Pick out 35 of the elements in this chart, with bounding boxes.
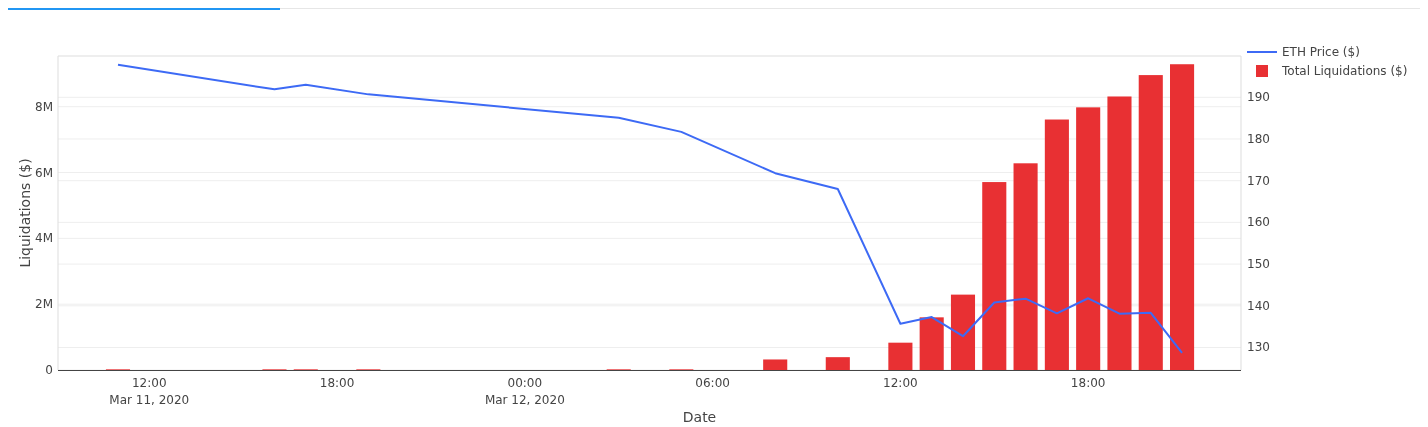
bar xyxy=(1076,107,1101,370)
legend-label: ETH Price ($) xyxy=(1282,45,1360,59)
bar xyxy=(1107,96,1132,370)
x-tick-label: 18:00 xyxy=(319,376,355,390)
x-tick-label: 12:00 Mar 11, 2020 xyxy=(109,376,190,407)
y2-tick-label: 160 xyxy=(1247,215,1270,230)
y2-tick-label: 190 xyxy=(1247,90,1270,105)
y-axis-title: Liquidations ($) xyxy=(17,158,33,268)
x-tick-label: 06:00 xyxy=(695,376,730,390)
y-tick-label: 6M xyxy=(35,165,53,180)
x-tick-label: 12:00 xyxy=(883,376,918,390)
y-tick-label: 0 xyxy=(45,363,53,377)
line-series xyxy=(116,63,1184,354)
bar xyxy=(982,182,1007,370)
bar xyxy=(825,357,850,370)
bar xyxy=(950,294,976,370)
y-tick-label: 4M xyxy=(35,231,53,246)
bar xyxy=(1013,163,1038,370)
bar xyxy=(888,342,913,370)
x-tick-label: 18:00 xyxy=(1070,376,1106,390)
y-tick-label: 8M xyxy=(35,99,53,114)
y2-tick-label: 150 xyxy=(1247,257,1270,272)
bar xyxy=(919,317,944,370)
x-tick-label: 00:00 Mar 12, 2020 xyxy=(484,376,565,407)
y2-tick-label: 140 xyxy=(1247,298,1270,313)
bar xyxy=(1138,75,1163,370)
bar xyxy=(1170,64,1195,370)
legend-label: Total Liquidations ($) xyxy=(1281,64,1408,78)
bar xyxy=(1044,119,1069,370)
bar xyxy=(763,359,788,370)
y2-tick-label: 170 xyxy=(1247,173,1270,188)
x-axis-title: Date xyxy=(682,409,717,425)
y2-tick-label: 130 xyxy=(1247,340,1270,355)
y2-tick-label: 180 xyxy=(1247,131,1270,146)
y-tick-label: 2M xyxy=(35,297,53,312)
